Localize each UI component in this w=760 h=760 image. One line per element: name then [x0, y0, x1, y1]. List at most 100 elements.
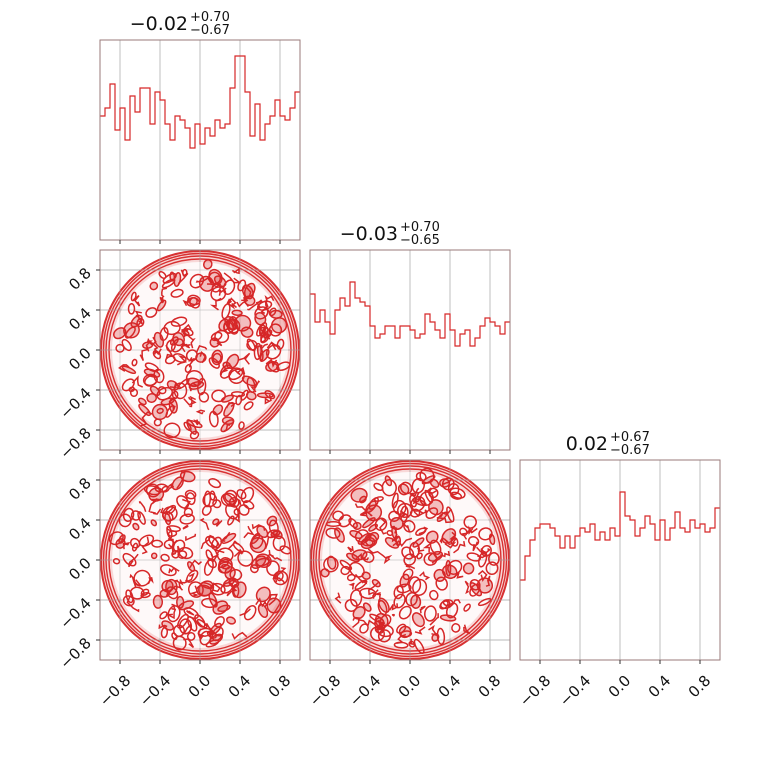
panel-title-median-0: −0.02: [130, 13, 188, 35]
contour-segment: [148, 500, 157, 513]
contour-blob: [424, 605, 437, 622]
contour-blob: [115, 343, 125, 353]
contour-segment: [174, 545, 181, 554]
contour-segment: [160, 506, 174, 515]
contour-blob: [270, 317, 288, 334]
contour-segment: [133, 579, 142, 588]
contour-blob: [217, 561, 233, 574]
contour-blob: [413, 638, 425, 654]
contour-segment: [132, 295, 141, 307]
contour-segment: [233, 549, 244, 558]
contour-segment: [226, 401, 237, 409]
contour-segment: [168, 396, 176, 411]
contour-blob: [362, 602, 372, 612]
contour-blob: [140, 592, 151, 599]
contour-segment: [223, 272, 242, 284]
contour-segment: [439, 508, 452, 518]
contour-segment: [182, 498, 192, 510]
histogram-step-2: [520, 491, 720, 581]
contour-segment: [352, 616, 361, 628]
contour-segment: [390, 525, 398, 534]
contour-blob: [113, 327, 127, 340]
contour-blob: [451, 623, 461, 633]
contour-blob: [279, 545, 292, 555]
contour-blob: [402, 568, 414, 581]
contour-blob: [163, 422, 181, 439]
contour-segment: [209, 297, 222, 311]
contour-blob: [409, 494, 418, 508]
x-tick-label: 0.8: [685, 672, 715, 702]
contour-segment: [140, 411, 153, 427]
contour-blob: [325, 527, 341, 539]
contour-segment: [129, 573, 136, 585]
contour-blob: [268, 307, 277, 317]
contour-segment: [451, 599, 461, 606]
contour-blob: [403, 553, 417, 566]
contour-blob: [409, 508, 421, 518]
contour-group-2-1: [310, 460, 510, 660]
contour-blob: [194, 614, 206, 628]
contour-blob: [173, 382, 188, 400]
y-tick-label: 0.4: [65, 514, 95, 544]
contour-blob: [249, 564, 259, 574]
contour-segment: [230, 495, 242, 507]
contour-segment: [414, 626, 426, 635]
contour-blob: [260, 333, 270, 344]
contour-segment: [264, 536, 277, 549]
contour-segment: [189, 559, 202, 568]
contour-blob: [210, 331, 223, 342]
panel-title-minus-2: −0.67: [610, 443, 650, 458]
contour-segment: [354, 503, 368, 516]
contour-blob: [217, 604, 231, 613]
contour-blob: [146, 393, 158, 403]
x-tick-label: 0.0: [395, 672, 425, 702]
contour-segment: [453, 571, 464, 579]
contour-blob: [270, 530, 281, 537]
contour-segment: [449, 531, 458, 544]
contour-segment: [388, 603, 399, 611]
contour-segment: [188, 335, 196, 349]
contour-segment: [266, 341, 278, 351]
x-tick-label: −0.8: [96, 672, 134, 710]
x-tick-label: −0.8: [516, 672, 554, 710]
contour-blob: [185, 349, 198, 362]
contour-blob: [210, 286, 227, 302]
contour-blob: [445, 602, 459, 619]
contour-blob: [391, 492, 399, 509]
contour-blob: [243, 401, 254, 411]
contour-blob: [154, 483, 169, 493]
contour-segment: [268, 549, 283, 562]
contour-blob: [256, 300, 273, 311]
contour-blob: [238, 421, 245, 430]
contour-blob: [160, 553, 170, 562]
contour-segment: [165, 608, 177, 620]
contour-blob: [433, 568, 446, 582]
contour-blob: [122, 552, 137, 567]
contour-segment: [189, 395, 197, 408]
x-tick-label: 0.4: [225, 672, 255, 702]
contour-blob: [124, 326, 136, 339]
contour-segment: [428, 624, 439, 637]
contour-blob: [205, 535, 219, 549]
contour-segment: [347, 545, 354, 553]
contour-segment: [418, 526, 429, 535]
contour-segment: [168, 481, 175, 490]
contour-blob: [488, 551, 500, 566]
contour-blob: [167, 605, 181, 623]
contour-segment: [118, 364, 130, 372]
contour-blob: [213, 275, 227, 288]
contour-segment: [264, 294, 275, 303]
contour-blob: [429, 539, 442, 555]
contour-segment: [200, 534, 215, 550]
contour-blob: [150, 519, 158, 527]
contour-blob: [374, 517, 388, 532]
contour-blob: [142, 373, 158, 387]
contour-segment: [419, 571, 431, 581]
contour-blob: [149, 385, 161, 397]
contour-blob: [208, 478, 222, 489]
contour-group-1-0: [100, 250, 300, 450]
contour-segment: [265, 359, 278, 368]
contour-segment: [396, 633, 407, 645]
contour-blob: [265, 344, 282, 360]
contour-segment: [197, 628, 205, 642]
